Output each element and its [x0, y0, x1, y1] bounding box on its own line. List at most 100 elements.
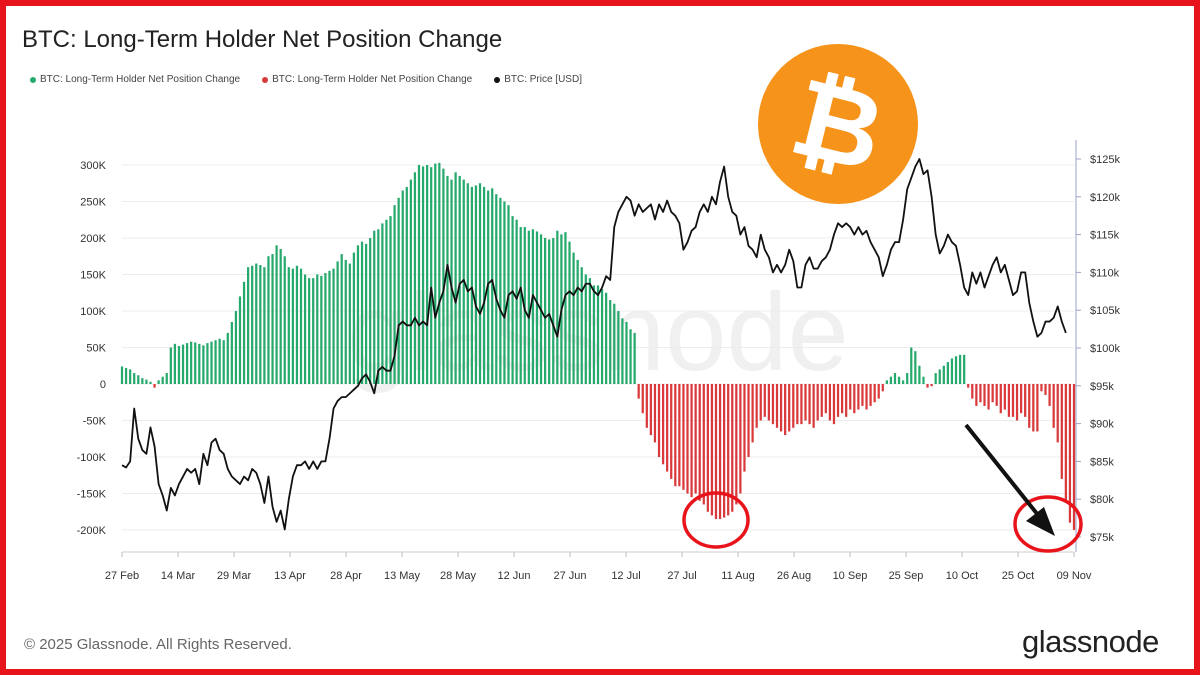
- bar: [564, 232, 567, 384]
- bar: [609, 300, 612, 384]
- bar: [389, 216, 392, 384]
- bar: [950, 358, 954, 384]
- bar: [897, 376, 901, 384]
- bar: [747, 384, 750, 457]
- bar: [478, 183, 482, 384]
- bar: [958, 354, 962, 384]
- x-tick-label: 10 Oct: [946, 570, 978, 582]
- bar: [202, 345, 205, 384]
- legend-label-negative: BTC: Long-Term Holder Net Position Chang…: [272, 74, 473, 85]
- bar: [718, 384, 722, 520]
- bar: [1007, 384, 1011, 417]
- bar: [808, 384, 811, 425]
- bar: [889, 376, 893, 384]
- y-left-tick-label: -50K: [83, 416, 107, 428]
- bar: [991, 384, 994, 403]
- x-tick-label: 27 Feb: [105, 570, 139, 582]
- bar: [881, 384, 884, 392]
- bar: [417, 165, 421, 384]
- legend-item-negative[interactable]: BTC: Long-Term Holder Net Position Chang…: [262, 74, 472, 85]
- bar: [141, 378, 144, 384]
- bar: [873, 384, 876, 403]
- bar: [999, 384, 1002, 414]
- bar: [698, 384, 701, 501]
- x-tick-label: 12 Jun: [497, 570, 530, 582]
- legend-dot-negative: [262, 76, 269, 83]
- bar: [954, 356, 958, 384]
- bar: [454, 172, 457, 384]
- bar: [511, 216, 514, 384]
- bar: [637, 384, 640, 399]
- annotation-arrowhead: [1026, 507, 1055, 536]
- y-left-tick-label: 150K: [80, 270, 106, 282]
- bar: [161, 376, 164, 384]
- bar: [397, 197, 400, 384]
- bar: [291, 268, 294, 384]
- bar: [320, 275, 323, 384]
- bar: [661, 384, 665, 465]
- bar: [1056, 384, 1059, 443]
- bar: [137, 375, 140, 384]
- bar: [149, 381, 152, 384]
- brand-logo: glassnode: [1022, 624, 1159, 659]
- bar: [295, 265, 299, 384]
- bar: [796, 384, 799, 425]
- y-left-tick-label: 50K: [86, 343, 106, 355]
- bar: [690, 384, 693, 498]
- bar: [352, 252, 356, 384]
- bar: [210, 341, 213, 384]
- annotation-circle-aug: [682, 491, 750, 549]
- y-left-tick-label: 0: [100, 379, 106, 391]
- bar: [222, 340, 225, 384]
- bar: [181, 344, 185, 384]
- bar: [458, 175, 461, 384]
- bar: [938, 369, 941, 384]
- bar: [124, 367, 128, 384]
- bar: [499, 197, 502, 384]
- bar: [861, 384, 864, 406]
- bar: [393, 205, 396, 384]
- price-series: [121, 158, 1067, 531]
- y-left-tick-label: 300K: [80, 160, 106, 172]
- bar: [308, 278, 311, 384]
- bar: [641, 384, 644, 414]
- bar: [763, 384, 766, 417]
- bar: [942, 365, 945, 384]
- bar: [1068, 384, 1072, 523]
- legend-item-price[interactable]: BTC: Price [USD]: [494, 74, 582, 85]
- bar: [702, 384, 705, 505]
- bar: [727, 384, 730, 516]
- bar: [519, 227, 522, 384]
- bar: [625, 321, 628, 384]
- bar: [450, 179, 453, 384]
- x-tick-label: 26 Aug: [777, 570, 811, 582]
- x-tick-label: 27 Jun: [553, 570, 586, 582]
- bar: [1036, 384, 1039, 432]
- bar: [812, 384, 815, 428]
- y-right-tick-label: $110k: [1090, 267, 1120, 279]
- bar: [682, 384, 685, 490]
- bar: [409, 179, 412, 384]
- bar: [531, 229, 535, 384]
- bar: [645, 384, 648, 428]
- bar: [832, 384, 836, 425]
- bar: [303, 274, 307, 384]
- bar: [1024, 384, 1027, 417]
- bar: [1048, 384, 1051, 406]
- bar: [438, 162, 441, 384]
- bar: [129, 369, 132, 384]
- bar: [1015, 384, 1019, 421]
- bar: [784, 384, 787, 436]
- bar: [190, 341, 193, 384]
- bar: [263, 267, 266, 384]
- bar: [820, 384, 823, 417]
- bar: [971, 384, 974, 399]
- bar: [336, 261, 339, 384]
- bar: [714, 384, 718, 520]
- bar: [1011, 384, 1015, 417]
- x-tick-label: 27 Jul: [667, 570, 696, 582]
- bar: [621, 318, 624, 384]
- bar: [316, 274, 319, 384]
- bar: [1052, 384, 1055, 428]
- legend-item-positive[interactable]: BTC: Long-Term Holder Net Position Chang…: [30, 74, 240, 85]
